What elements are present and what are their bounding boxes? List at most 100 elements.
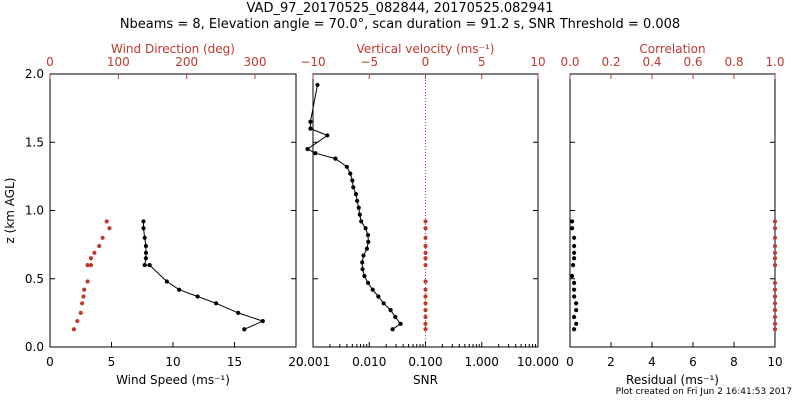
data-point bbox=[141, 226, 146, 231]
data-point bbox=[772, 287, 778, 292]
data-point bbox=[88, 256, 94, 261]
data-point bbox=[390, 327, 395, 332]
data-point bbox=[141, 219, 146, 224]
x-tick-label-top: 10 bbox=[530, 55, 545, 69]
data-point bbox=[348, 171, 353, 176]
series-line bbox=[143, 221, 265, 330]
x-tick-label-top: 0.2 bbox=[601, 55, 620, 69]
data-point bbox=[772, 294, 778, 299]
chart-title: VAD_97_20170525_082844, 20170525.082941 bbox=[246, 1, 554, 16]
data-point bbox=[351, 185, 356, 190]
x-tick-label-bottom: 4 bbox=[648, 355, 656, 369]
data-point bbox=[388, 308, 393, 313]
data-point bbox=[315, 82, 320, 88]
data-point bbox=[572, 294, 577, 299]
y-tick-label: 1.0 bbox=[25, 204, 44, 218]
x-tick-label-top: −5 bbox=[360, 55, 378, 69]
data-point bbox=[423, 301, 428, 306]
data-point bbox=[142, 235, 147, 240]
data-point bbox=[772, 235, 778, 240]
x-tick-label-top: −10 bbox=[300, 55, 325, 69]
panel-2-frame bbox=[312, 73, 539, 348]
data-point bbox=[80, 301, 85, 306]
data-point bbox=[772, 301, 778, 306]
data-point bbox=[423, 226, 428, 231]
data-point bbox=[772, 226, 778, 231]
plot-timestamp: Plot created on Fri Jun 2 16:41:53 2017 bbox=[615, 387, 792, 397]
data-point bbox=[364, 246, 370, 251]
data-point bbox=[772, 250, 778, 255]
data-point bbox=[572, 327, 577, 332]
data-point bbox=[772, 308, 778, 313]
x-tick-label-top: 1.0 bbox=[765, 55, 784, 69]
chart-subtitle: Nbeams = 8, Elevation angle = 70.0°, sca… bbox=[119, 17, 681, 32]
data-point bbox=[362, 273, 367, 279]
x-tick-label-bottom: 0.100 bbox=[408, 355, 442, 369]
data-point bbox=[164, 279, 169, 284]
data-point bbox=[423, 250, 428, 255]
data-point bbox=[308, 126, 313, 131]
x-tick-label-bottom: 2 bbox=[607, 355, 615, 369]
data-point bbox=[423, 294, 428, 299]
x-tick-label-top: 0 bbox=[46, 55, 54, 69]
data-point bbox=[572, 314, 577, 320]
data-point bbox=[572, 250, 577, 255]
x-axis-title-top: Wind Direction (deg) bbox=[111, 42, 235, 56]
x-tick-label-bottom: 8 bbox=[730, 355, 738, 369]
data-point bbox=[398, 321, 403, 326]
data-point bbox=[365, 232, 371, 238]
data-point bbox=[423, 308, 428, 313]
x-tick-label-bottom: 20 bbox=[288, 355, 303, 369]
y-axis-title: z (km AGL) bbox=[3, 178, 17, 244]
data-point bbox=[423, 321, 428, 326]
data-point bbox=[423, 235, 428, 240]
x-tick-label-bottom: 10 bbox=[767, 355, 782, 369]
x-tick-label-bottom: 10.000 bbox=[517, 355, 559, 369]
data-point bbox=[772, 263, 778, 268]
data-point bbox=[344, 164, 349, 169]
y-tick-label: 0.5 bbox=[25, 272, 44, 286]
x-tick-label-top: 5 bbox=[478, 55, 486, 69]
data-point bbox=[356, 205, 361, 210]
data-point bbox=[393, 314, 398, 320]
x-axis-title-top: Correlation bbox=[639, 42, 705, 56]
data-point bbox=[574, 301, 579, 306]
data-point bbox=[143, 243, 149, 249]
data-point bbox=[572, 280, 577, 285]
data-point bbox=[423, 279, 428, 284]
data-point bbox=[81, 294, 86, 299]
data-point bbox=[147, 263, 152, 268]
x-tick-label-bottom: 5 bbox=[108, 355, 116, 369]
data-point bbox=[365, 280, 371, 285]
x-tick-label-bottom: 0.001 bbox=[296, 355, 330, 369]
data-point bbox=[325, 133, 330, 138]
data-point bbox=[381, 301, 386, 306]
data-point bbox=[423, 263, 428, 268]
x-tick-label-top: 100 bbox=[107, 55, 130, 69]
data-point bbox=[75, 318, 80, 324]
panel-3-frame bbox=[569, 73, 776, 348]
data-point bbox=[569, 226, 575, 231]
data-point bbox=[423, 327, 428, 332]
data-point bbox=[104, 219, 109, 224]
data-point bbox=[772, 321, 778, 326]
data-point bbox=[357, 212, 362, 217]
data-point bbox=[370, 287, 375, 292]
x-tick-label-top: 0.8 bbox=[724, 55, 743, 69]
x-tick-label-top: 0 bbox=[422, 55, 430, 69]
data-point bbox=[423, 314, 428, 320]
data-point bbox=[423, 287, 428, 292]
data-point bbox=[772, 256, 778, 261]
data-point bbox=[572, 256, 577, 261]
panel-1-frame bbox=[49, 73, 297, 348]
data-point bbox=[360, 260, 365, 265]
data-point bbox=[360, 267, 365, 272]
data-point bbox=[366, 239, 371, 244]
x-tick-label-top: 300 bbox=[244, 55, 267, 69]
data-point bbox=[359, 219, 364, 224]
data-point bbox=[772, 243, 778, 249]
data-point bbox=[772, 280, 778, 285]
data-point bbox=[772, 219, 778, 224]
x-tick-label-bottom: 0 bbox=[566, 355, 574, 369]
